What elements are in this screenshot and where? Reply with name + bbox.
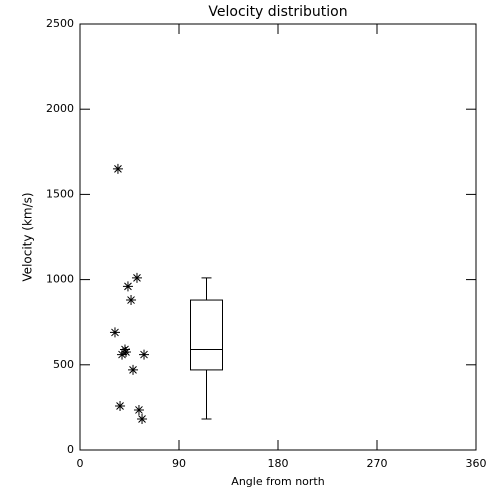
y-tick-label: 1500 (46, 187, 74, 200)
asterisk-marker (131, 272, 142, 283)
asterisk-marker (117, 349, 128, 360)
y-axis-label: Velocity (km/s) (21, 192, 35, 281)
y-tick-label: 2000 (46, 102, 74, 115)
x-tick-label: 90 (172, 457, 186, 470)
asterisk-marker (139, 349, 150, 360)
asterisk-marker (128, 364, 139, 375)
y-tick-label: 2500 (46, 17, 74, 30)
plot-frame (79, 23, 477, 451)
asterisk-marker (112, 163, 123, 174)
asterisk-marker (122, 281, 133, 292)
chart-title: Velocity distribution (208, 4, 347, 20)
asterisk-marker (120, 347, 131, 358)
box (190, 299, 223, 371)
x-tick-label: 0 (77, 457, 84, 470)
x-tick-label: 180 (268, 457, 289, 470)
asterisk-marker (137, 413, 148, 424)
asterisk-marker (126, 295, 137, 306)
asterisk-marker (109, 327, 120, 338)
asterisk-marker (133, 404, 144, 415)
asterisk-marker (115, 401, 126, 412)
y-tick-label: 500 (53, 358, 74, 371)
y-tick-label: 0 (67, 443, 74, 456)
x-tick-label: 360 (466, 457, 487, 470)
y-tick-label: 1000 (46, 273, 74, 286)
asterisk-marker (119, 344, 130, 355)
x-tick-label: 270 (367, 457, 388, 470)
x-axis-label: Angle from north (231, 475, 324, 488)
